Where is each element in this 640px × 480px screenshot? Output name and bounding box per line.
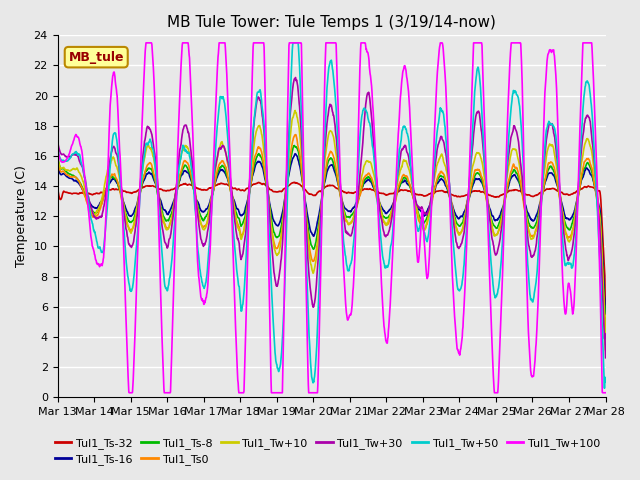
Text: MB_tule: MB_tule: [68, 51, 124, 64]
Title: MB Tule Tower: Tule Temps 1 (3/19/14-now): MB Tule Tower: Tule Temps 1 (3/19/14-now…: [167, 15, 496, 30]
Legend: Tul1_Ts-32, Tul1_Ts-16, Tul1_Ts-8, Tul1_Ts0, Tul1_Tw+10, Tul1_Tw+30, Tul1_Tw+50,: Tul1_Ts-32, Tul1_Ts-16, Tul1_Ts-8, Tul1_…: [51, 433, 605, 469]
Y-axis label: Temperature (C): Temperature (C): [15, 166, 28, 267]
